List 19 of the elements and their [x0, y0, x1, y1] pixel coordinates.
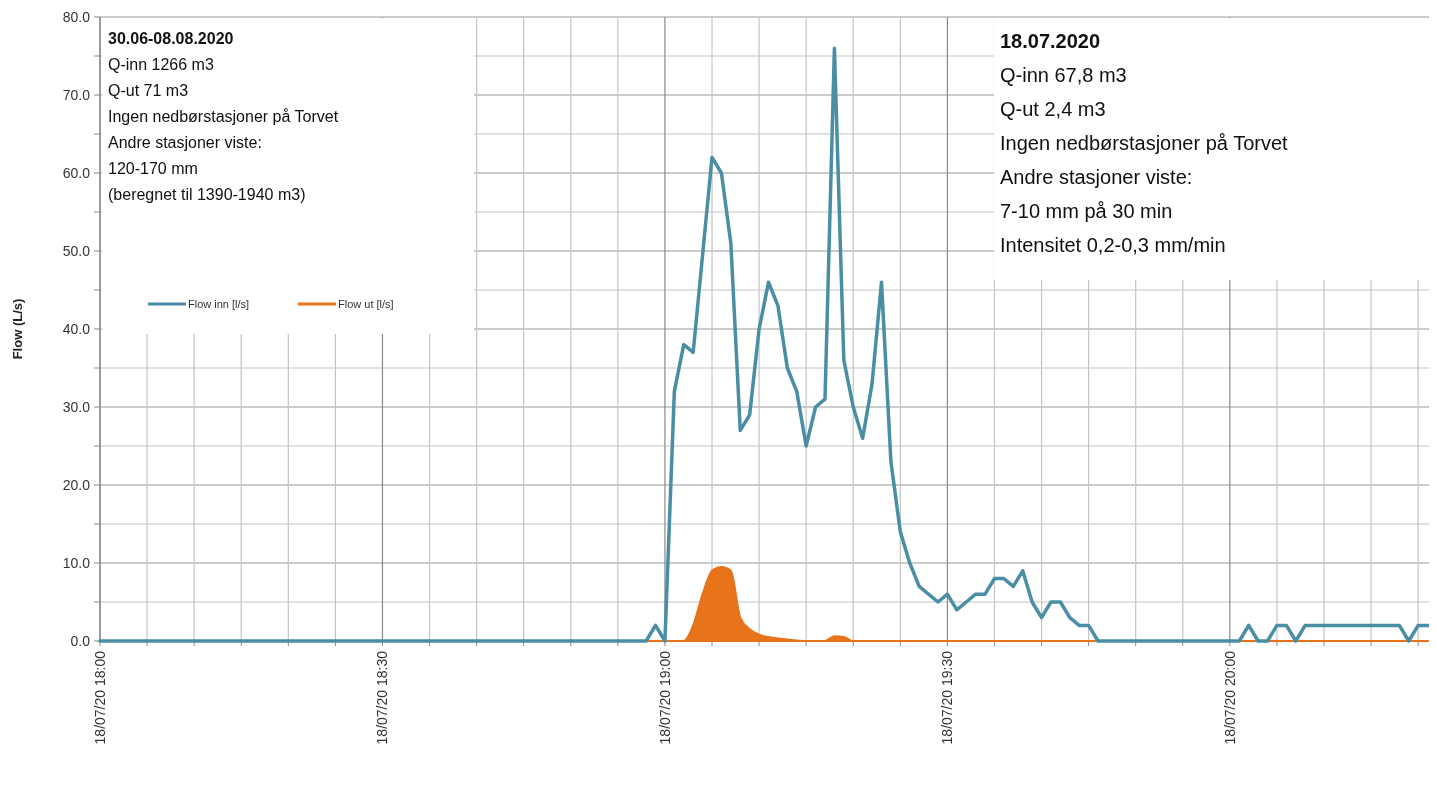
legend-label: Flow ut [l/s]	[338, 297, 394, 310]
legend-label: Flow inn [l/s]	[188, 297, 250, 310]
y-tick-label: 50.0	[62, 242, 91, 259]
y-tick-label: 70.0	[62, 86, 91, 103]
annotation: 30.06-08.08.2020 Q-inn 1266 m3 Q-ut 71 m3 Ingen nedbørstasjoner på Torvet Andre stasjoner viste: 120-170 mm (beregnet til 1390-1940 m3)	[108, 30, 339, 203]
y-tick-label: 30.0	[62, 398, 91, 415]
y-tick-label: 20.0	[62, 476, 91, 493]
y-tick-label: 60.0	[62, 164, 91, 181]
x-tick-label: 18/07/20 18:00	[91, 650, 108, 745]
y-tick-label: 40.0	[62, 320, 91, 337]
y-tick-label: 80.0	[62, 8, 91, 25]
y-tick-label: 0.0	[70, 632, 91, 649]
y-axis-title: Flow (L/s)	[10, 298, 25, 360]
x-tick-label: 18/07/20 19:00	[656, 650, 673, 745]
x-tick-label: 18/07/20 19:30	[939, 650, 956, 745]
y-tick-label: 10.0	[62, 554, 91, 571]
x-tick-label: 18/07/20 20:00	[1221, 650, 1238, 745]
annotation: 18.07.2020 Q-inn 67,8 m3 Q-ut 2,4 m3 Ingen nedbørstasjoner på Torvet Andre stasjoner viste: 7-10 mm på 30 min Intensitet 0,2-0,3 mm/min	[1000, 30, 1289, 256]
x-tick-label: 18/07/20 18:30	[374, 650, 391, 745]
